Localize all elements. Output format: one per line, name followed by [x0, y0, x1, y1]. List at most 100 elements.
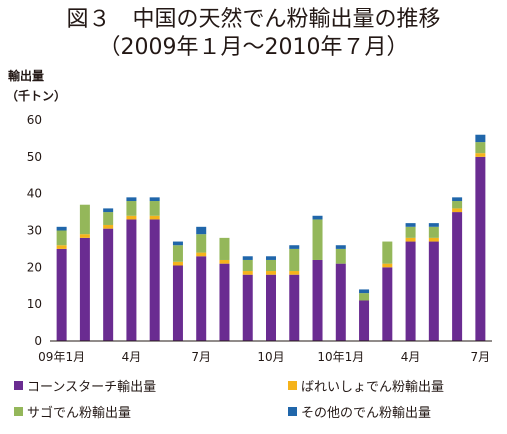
- y-tick-label: 10: [27, 297, 42, 311]
- y-axis-label-line1: 輸出量: [8, 68, 44, 83]
- bar-segment-series3: [56, 226, 67, 231]
- bar-segment-series1: [428, 237, 439, 242]
- bar-segment-series0: [405, 241, 416, 341]
- bar-segment-series2: [266, 259, 276, 272]
- bar-segment-series3: [405, 223, 416, 227]
- y-tick-label: 50: [27, 150, 42, 164]
- bar-segment-series2: [428, 226, 439, 238]
- bar-segment-series1: [475, 153, 486, 157]
- bar-segment-series0: [428, 241, 439, 341]
- bar-segment-series0: [219, 263, 230, 341]
- bar-segment-series3: [266, 256, 276, 260]
- bar-segment-series3: [289, 245, 300, 249]
- x-tick-label: 4月: [122, 350, 142, 364]
- bar-segment-series0: [126, 219, 137, 341]
- legend-label: サゴでん粉輸出量: [27, 405, 131, 421]
- x-tick-label: 7月: [471, 350, 491, 364]
- bar-segment-series1: [126, 215, 137, 220]
- bar-segment-series0: [312, 259, 323, 341]
- bar-segment-series0: [359, 300, 370, 341]
- y-tick-label: 30: [27, 224, 42, 238]
- bars: [56, 134, 486, 341]
- legend-label: コーンスターチ輸出量: [27, 380, 156, 395]
- bar-segment-series3: [103, 208, 114, 213]
- y-tick-label: 40: [27, 187, 42, 201]
- bar-segment-series1: [219, 259, 230, 264]
- bar-segment-series0: [149, 219, 160, 341]
- bar-segment-series2: [56, 230, 67, 246]
- bar-segment-series2: [359, 293, 370, 301]
- bar-segment-series2: [126, 201, 137, 216]
- bar-segment-series1: [382, 263, 393, 268]
- figure-title-line2: （2009年１月～2010年７月）: [98, 35, 409, 60]
- legend-swatch: [14, 381, 23, 390]
- bar-segment-series0: [335, 263, 346, 341]
- bar-segment-series3: [452, 197, 463, 202]
- bar-segment-series2: [452, 201, 463, 209]
- bar-segment-series1: [289, 271, 300, 275]
- bar-segment-series3: [475, 134, 486, 143]
- bar-segment-series0: [242, 274, 253, 341]
- bar-segment-series2: [335, 248, 346, 264]
- x-tick-label: 09年1月: [38, 350, 85, 364]
- bar-segment-series1: [196, 252, 207, 257]
- legend-swatch: [288, 407, 297, 416]
- bar-segment-series1: [103, 224, 114, 229]
- bar-segment-series1: [149, 215, 160, 220]
- legend-swatch: [14, 407, 23, 416]
- y-tick-label: 0: [34, 334, 42, 348]
- bar-segment-series3: [428, 223, 439, 227]
- bar-segment-series3: [126, 197, 137, 202]
- bar-segment-series0: [172, 265, 183, 341]
- bar-segment-series2: [242, 259, 253, 272]
- figure-title-line1: 図３ 中国の天然でん粉輸出量の推移: [66, 7, 441, 32]
- bar-segment-series3: [312, 215, 323, 220]
- legend-swatch: [288, 381, 297, 390]
- bar-segment-series0: [79, 237, 90, 341]
- bar-segment-series1: [56, 245, 67, 249]
- bar-segment-series2: [172, 245, 183, 262]
- legend-label: ばれいしょでん粉輸出量: [301, 380, 444, 395]
- y-tick-label: 20: [27, 260, 42, 274]
- y-axis-ticks: 0 10 20 30 40 50 60: [27, 113, 42, 348]
- bar-segment-series3: [242, 256, 253, 260]
- bar-segment-series2: [289, 248, 300, 272]
- bar-segment-series2: [475, 142, 486, 154]
- bar-segment-series3: [335, 245, 346, 249]
- bar-segment-series2: [405, 226, 416, 238]
- figure-title: 図３ 中国の天然でん粉輸出量の推移 （2009年１月～2010年７月）: [0, 6, 507, 62]
- bar-segment-series1: [452, 208, 463, 213]
- bar-segment-series3: [196, 226, 207, 235]
- bar-segment-series2: [312, 219, 323, 260]
- bar-segment-series1: [172, 261, 183, 266]
- bar-segment-series1: [405, 237, 416, 242]
- y-axis-label-line2: （千トン）: [6, 88, 66, 103]
- bar-segment-series3: [359, 289, 370, 294]
- y-tick-label: 60: [27, 113, 42, 127]
- bar-segment-series2: [149, 201, 160, 216]
- bar-segment-series0: [475, 156, 486, 341]
- bar-segment-series2: [382, 241, 393, 264]
- bar-segment-series0: [266, 274, 276, 341]
- bar-segment-series0: [452, 212, 463, 341]
- bar-segment-series1: [266, 271, 276, 275]
- bar-segment-series2: [79, 204, 90, 235]
- x-tick-label: 10年1月: [317, 350, 364, 364]
- bar-segment-series0: [382, 267, 393, 341]
- x-axis-ticks: 09年1月 4月 7月 10月 10年1月 4月 7月: [38, 350, 490, 364]
- bar-segment-series2: [219, 237, 230, 260]
- x-tick-label: 7月: [191, 350, 211, 364]
- bar-segment-series1: [242, 271, 253, 275]
- x-tick-label: 10月: [257, 350, 284, 364]
- bar-segment-series0: [56, 248, 67, 341]
- bar-segment-series0: [103, 228, 114, 341]
- bar-segment-series2: [103, 212, 114, 225]
- bar-segment-series0: [289, 274, 300, 341]
- bar-segment-series3: [149, 197, 160, 202]
- bar-segment-series2: [196, 234, 207, 253]
- legend-label: その他のでん粉輸出量: [301, 406, 431, 421]
- bar-segment-series1: [79, 234, 90, 238]
- bar-segment-series3: [172, 241, 183, 246]
